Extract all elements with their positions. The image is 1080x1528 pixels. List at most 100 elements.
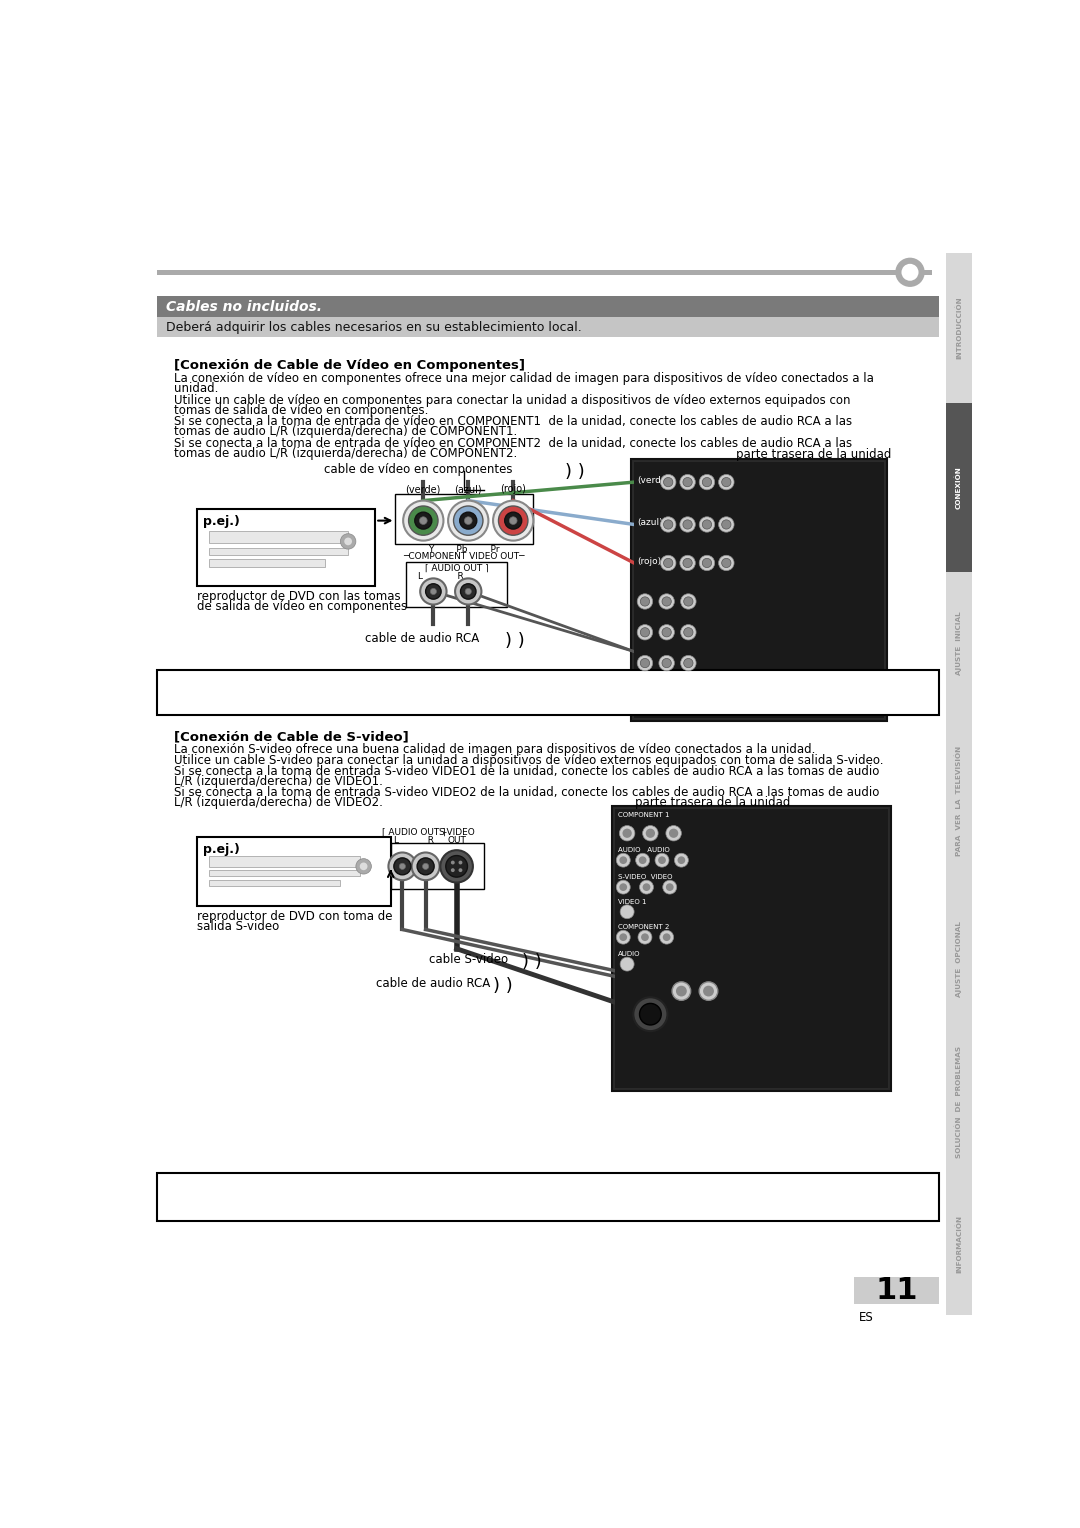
Text: cable de audio RCA: cable de audio RCA — [376, 978, 490, 990]
Text: unidad.: unidad. — [174, 382, 218, 396]
Text: de salida de vídeo en componentes: de salida de vídeo en componentes — [197, 601, 407, 613]
Circle shape — [619, 856, 627, 863]
Bar — [208, 871, 360, 877]
Bar — [157, 269, 932, 275]
Bar — [634, 461, 883, 718]
Text: (verde): (verde) — [406, 484, 441, 495]
Circle shape — [403, 501, 444, 541]
Text: INTRODUCCIÓN: INTRODUCCIÓN — [956, 296, 962, 359]
Circle shape — [637, 656, 652, 671]
Text: La conexión S-video ofrece una buena calidad de imagen para dispositivos de víde: La conexión S-video ofrece una buena cal… — [174, 743, 815, 756]
Text: tomas de audio L/R (izquierda/derecha) de COMPONENT2.: tomas de audio L/R (izquierda/derecha) d… — [174, 446, 517, 460]
Circle shape — [417, 857, 434, 876]
Circle shape — [345, 538, 352, 545]
Text: (rojo): (rojo) — [637, 556, 661, 565]
Circle shape — [415, 512, 432, 529]
Text: reproductor de DVD con toma de: reproductor de DVD con toma de — [197, 911, 392, 923]
Text: L/R (izquierda/derecha) de VIDEO2.: L/R (izquierda/derecha) de VIDEO2. — [174, 796, 382, 810]
Text: Deberá adquirir los cables necesarios en su establecimiento local.: Deberá adquirir los cables necesarios en… — [166, 321, 582, 333]
Text: INFORMACIÓN: INFORMACIÓN — [956, 1215, 962, 1273]
Circle shape — [499, 506, 528, 535]
Text: PARA  VER  LA  TELEVISIÓN: PARA VER LA TELEVISIÓN — [956, 746, 962, 856]
Text: SOLUCIÓN  DE  PROBLEMAS: SOLUCIÓN DE PROBLEMAS — [956, 1045, 962, 1158]
Text: ) ): ) ) — [565, 463, 585, 481]
Bar — [946, 403, 972, 571]
Circle shape — [360, 862, 367, 871]
Text: salida S-video: salida S-video — [197, 920, 280, 934]
Text: ) ): ) ) — [523, 952, 542, 970]
Circle shape — [430, 588, 436, 594]
Bar — [395, 494, 534, 544]
Circle shape — [419, 516, 428, 524]
Circle shape — [455, 579, 482, 605]
Text: ⌈ AUDIO OUT ⌉: ⌈ AUDIO OUT ⌉ — [382, 828, 446, 837]
Circle shape — [902, 264, 918, 281]
Circle shape — [643, 883, 650, 891]
Circle shape — [659, 594, 674, 610]
Circle shape — [400, 863, 405, 869]
Circle shape — [895, 258, 924, 287]
Text: VIDEO 1: VIDEO 1 — [618, 898, 646, 905]
Circle shape — [459, 868, 462, 872]
Text: Si se conecta a la toma de entrada de vídeo en COMPONENT2  de la unidad, conecte: Si se conecta a la toma de entrada de ví… — [174, 437, 852, 449]
Circle shape — [658, 856, 666, 863]
Text: (verde): (verde) — [637, 475, 671, 484]
Text: L            R: L R — [418, 571, 464, 581]
Circle shape — [422, 863, 429, 869]
Circle shape — [464, 516, 472, 524]
Text: • Esta unidad acepta señales de vídeo de 480i / 480p / 720p / 1080i.: • Esta unidad acepta señales de vídeo de… — [170, 691, 576, 703]
Circle shape — [639, 880, 653, 894]
Circle shape — [699, 474, 715, 490]
Circle shape — [661, 555, 676, 570]
Circle shape — [460, 584, 476, 599]
Text: S-VIDEO  VIDEO: S-VIDEO VIDEO — [618, 874, 673, 880]
Circle shape — [663, 934, 671, 941]
Circle shape — [620, 957, 634, 972]
Circle shape — [666, 825, 681, 840]
Circle shape — [504, 512, 522, 529]
Text: Utilice un cable de vídeo en componentes para conectar la unidad a dispositivos : Utilice un cable de vídeo en componentes… — [174, 394, 850, 406]
Circle shape — [703, 986, 714, 996]
Text: Nota:: Nota: — [170, 677, 207, 689]
Text: Si se conecta a la toma de entrada S-video VIDEO1 de la unidad, conecte los cabl: Si se conecta a la toma de entrada S-vid… — [174, 764, 879, 778]
Text: [Conexión de Cable de S-video]: [Conexión de Cable de S-video] — [174, 730, 408, 743]
Text: p.ej.): p.ej.) — [203, 515, 240, 529]
Circle shape — [702, 520, 712, 529]
Text: La conexión de vídeo en componentes ofrece una mejor calidad de imagen para disp: La conexión de vídeo en componentes ofre… — [174, 371, 874, 385]
Circle shape — [622, 828, 632, 837]
Text: AJUSTE  OPCIONAL: AJUSTE OPCIONAL — [956, 921, 962, 998]
Circle shape — [411, 853, 440, 880]
Circle shape — [617, 853, 631, 866]
Bar — [854, 1277, 940, 1305]
Text: reproductor de DVD con las tomas: reproductor de DVD con las tomas — [197, 590, 401, 604]
Text: Nota:: Nota: — [170, 1180, 207, 1192]
Circle shape — [394, 857, 410, 876]
Circle shape — [680, 656, 697, 671]
Circle shape — [640, 597, 649, 607]
Circle shape — [619, 934, 627, 941]
Circle shape — [718, 516, 734, 532]
Text: COMPONENT 2: COMPONENT 2 — [618, 924, 670, 931]
Text: ⌈ AUDIO OUT ⌉: ⌈ AUDIO OUT ⌉ — [424, 564, 488, 573]
Bar — [157, 296, 940, 318]
Circle shape — [640, 659, 649, 668]
Circle shape — [661, 516, 676, 532]
Text: Cables no incluidos.: Cables no incluidos. — [166, 299, 322, 313]
Circle shape — [356, 859, 372, 874]
Circle shape — [637, 625, 652, 640]
Circle shape — [420, 579, 446, 605]
Text: ─COMPONENT VIDEO OUT─: ─COMPONENT VIDEO OUT─ — [403, 552, 525, 561]
Text: p.ej.): p.ej.) — [203, 843, 240, 856]
Text: AJUSTE  INICIAL: AJUSTE INICIAL — [956, 611, 962, 675]
Circle shape — [460, 512, 476, 529]
Circle shape — [643, 825, 658, 840]
Circle shape — [684, 597, 693, 607]
Bar — [946, 1174, 972, 1316]
Text: CONEXIÓN: CONEXIÓN — [956, 466, 962, 509]
Text: (azul): (azul) — [637, 518, 663, 527]
Circle shape — [699, 983, 718, 1001]
Circle shape — [494, 501, 534, 541]
Circle shape — [659, 656, 674, 671]
Bar — [631, 458, 887, 721]
Circle shape — [699, 516, 715, 532]
